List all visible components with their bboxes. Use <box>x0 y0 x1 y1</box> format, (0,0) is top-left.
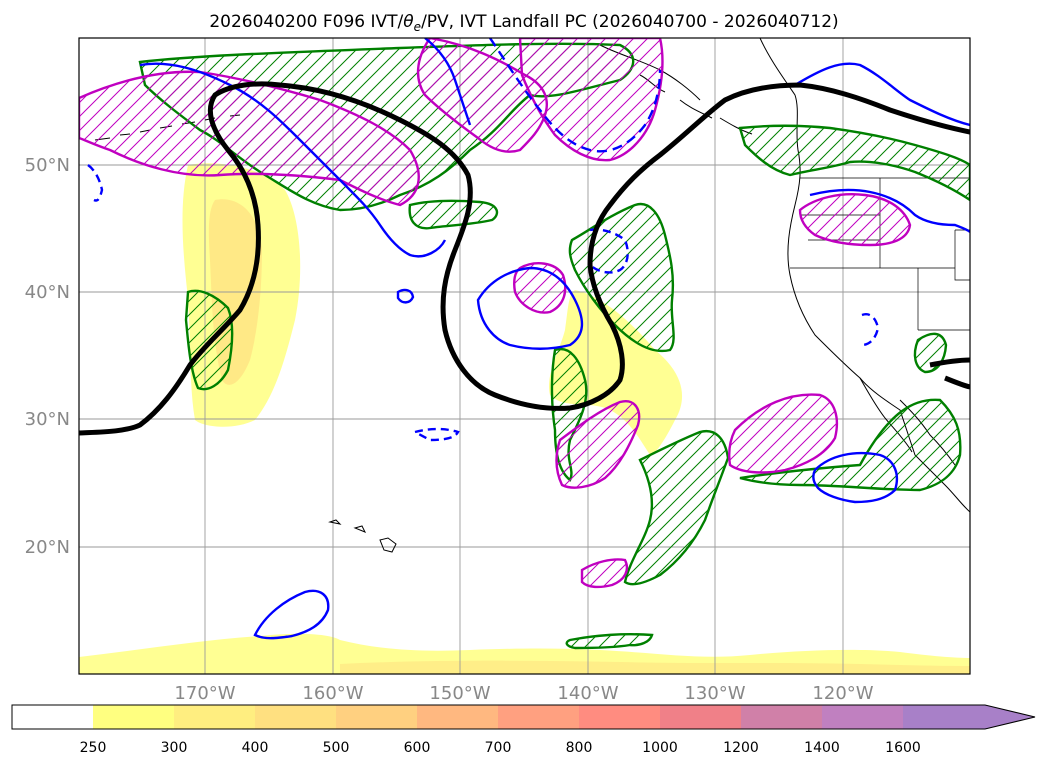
colorbar-segment-8 <box>660 705 741 729</box>
magenta-region-north-pacific <box>79 70 420 207</box>
colorbar-segment-4 <box>336 705 417 729</box>
blue-contour-dashed-tropical <box>411 427 460 442</box>
colorbar-segment-10 <box>822 705 903 729</box>
colorbar-tick-500: 500 <box>323 740 350 756</box>
colorbar-segment-6 <box>498 705 579 729</box>
colorbar-segment-9 <box>741 705 822 729</box>
y-tick-label-30n: 30°N <box>25 409 70 430</box>
x-tick-label-170w: 170°W <box>174 683 235 704</box>
x-tick-label-130w: 130°W <box>684 683 745 704</box>
blue-contour-dashed-west <box>87 164 104 202</box>
colorbar-tick-300: 300 <box>161 740 188 756</box>
colorbar-tick-1200: 1200 <box>723 740 759 756</box>
colorbar-tick-1600: 1600 <box>885 740 921 756</box>
thick-black-line <box>79 81 970 436</box>
ivt-plume-subtropical <box>548 290 683 455</box>
x-tick-label-150w: 150°W <box>429 683 490 704</box>
blue-contour-cutoff-low <box>476 266 584 350</box>
magenta-region-tropical <box>580 558 629 589</box>
blue-contour-gulf-of-alaska <box>424 38 472 126</box>
colorbar: 250 300 400 500 600 700 800 1000 1200 14… <box>11 704 1036 756</box>
thick-black-line-east <box>929 357 970 390</box>
blue-contour-small-circle <box>396 288 415 304</box>
green-region-eastern <box>623 429 730 586</box>
colorbar-segment-7 <box>579 705 660 729</box>
blue-contour-dashed-small <box>589 228 629 274</box>
green-region-mid-pacific <box>408 199 499 230</box>
colorbar-segment-0 <box>12 705 93 729</box>
green-region-baja <box>739 398 962 492</box>
magenta-region-cutoff <box>513 262 567 314</box>
colorbar-segment-2 <box>174 705 255 729</box>
magenta-region-mid-pacific-oval <box>555 400 641 489</box>
y-tick-labels: 20°N 30°N 40°N 50°N <box>25 155 70 558</box>
y-tick-label-20n: 20°N <box>25 537 70 558</box>
colorbar-outline <box>11 704 1036 730</box>
y-tick-label-40n: 40°N <box>25 282 70 303</box>
colorbar-extend-arrow <box>903 705 1035 729</box>
map-area <box>79 38 970 674</box>
x-tick-labels: 170°W 160°W 150°W 140°W 130°W 120°W <box>174 683 873 704</box>
blue-contour-pacific-northwest <box>809 188 970 233</box>
chart-title: 2026040200 F096 IVT/θe/PV, IVT Landfall … <box>209 12 838 34</box>
hawaiian-islands <box>328 519 397 553</box>
green-region-gulf-of-alaska <box>568 202 675 353</box>
magenta-region-pacific-northwest <box>798 193 912 247</box>
colorbar-tick-600: 600 <box>404 740 431 756</box>
x-tick-label-160w: 160°W <box>302 683 363 704</box>
magenta-region-baja-offshore <box>728 393 839 474</box>
colorbar-segment-1 <box>93 705 174 729</box>
blue-contour-tropical-west <box>253 589 330 640</box>
blue-contour-ridge <box>794 62 970 127</box>
blue-contours <box>87 38 970 640</box>
map-frame <box>78 37 971 675</box>
y-tick-label-50n: 50°N <box>25 155 70 176</box>
colorbar-segment-3 <box>255 705 336 729</box>
colorbar-tick-1400: 1400 <box>804 740 840 756</box>
x-tick-label-140w: 140°W <box>557 683 618 704</box>
colorbar-tick-800: 800 <box>566 740 593 756</box>
x-tick-label-120w: 120°W <box>812 683 873 704</box>
blue-contour-mexico-low <box>812 451 899 504</box>
colorbar-tick-250: 250 <box>80 740 107 756</box>
blue-contour-dashed-gulf <box>489 38 662 153</box>
green-region-tropical <box>565 633 654 650</box>
blue-contour-dashed-coast <box>861 313 880 347</box>
colorbar-tick-700: 700 <box>485 740 512 756</box>
ivt-tropical-band-core <box>340 660 970 674</box>
green-region-pacific-northwest <box>738 124 970 202</box>
blue-contour-north-pacific <box>139 62 447 258</box>
colorbar-segment-5 <box>417 705 498 729</box>
colorbar-tick-400: 400 <box>242 740 269 756</box>
colorbar-tick-1000: 1000 <box>642 740 678 756</box>
